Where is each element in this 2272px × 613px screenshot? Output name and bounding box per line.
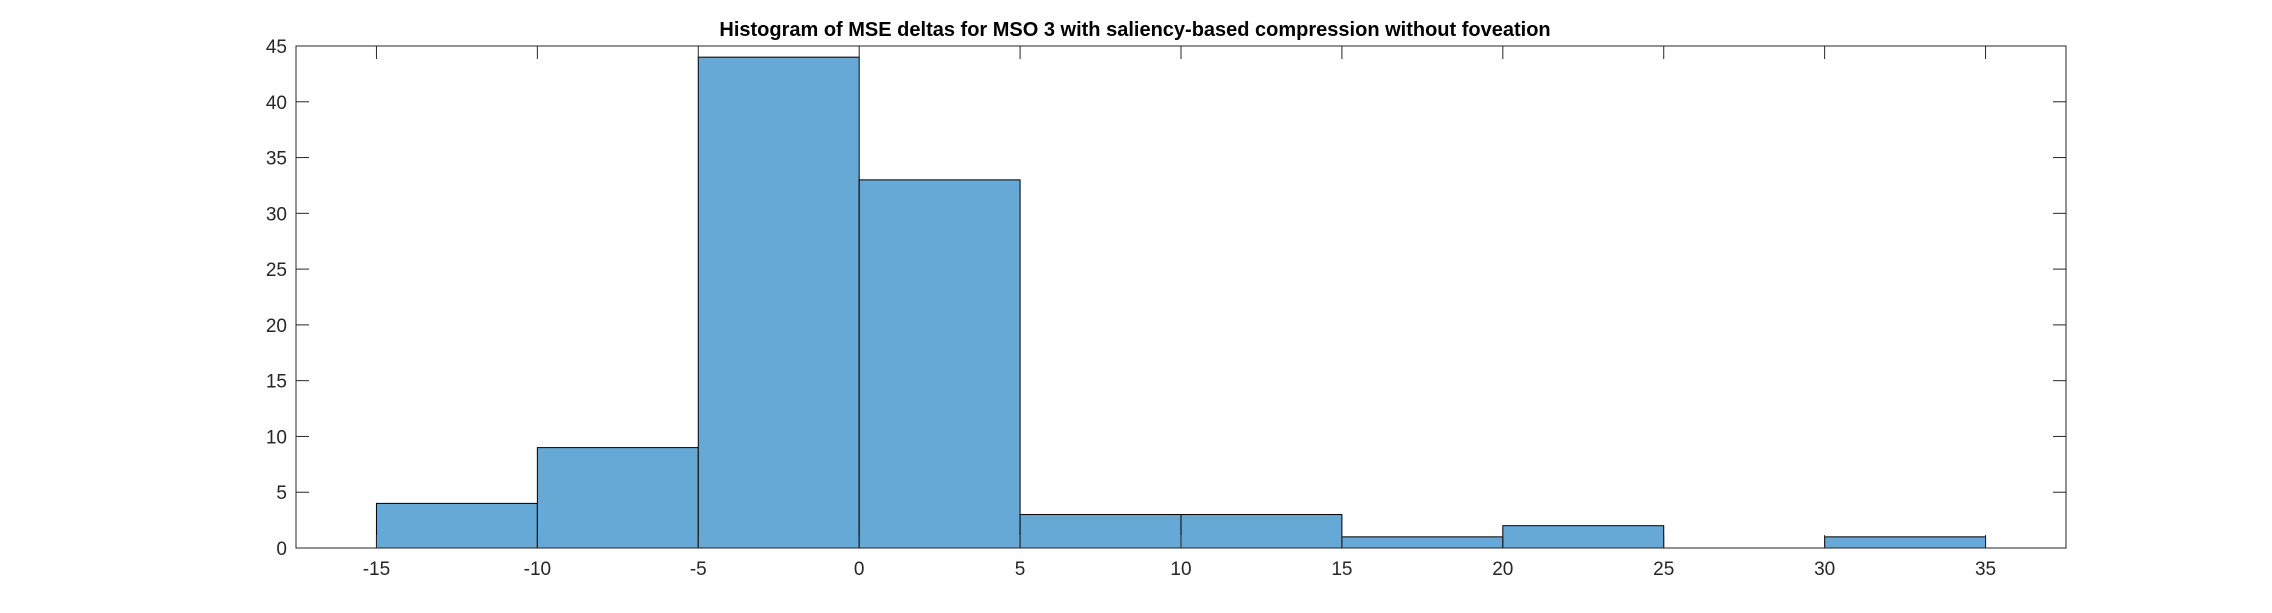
histogram-bar (858, 179, 1021, 549)
x-tick-label: 15 (1331, 559, 1352, 580)
histogram-bar (1341, 536, 1504, 549)
histogram-bar (1502, 525, 1665, 549)
y-tick-label: 10 (266, 427, 287, 448)
chart-title: Histogram of MSE deltas for MSO 3 with s… (719, 19, 1550, 41)
y-tick-label: 40 (266, 93, 287, 114)
x-tick-label: 5 (1015, 559, 1026, 580)
x-tick-label: -10 (524, 559, 551, 580)
y-tick-label: 5 (276, 483, 287, 504)
y-tick-label: 45 (266, 37, 287, 58)
y-tick-label: 25 (266, 260, 287, 281)
y-tick-label: 30 (266, 204, 287, 225)
x-tick-label: 30 (1814, 559, 1835, 580)
x-tick-label: 35 (1975, 559, 1996, 580)
x-tick-label: 10 (1170, 559, 1191, 580)
y-tick-label: 35 (266, 149, 287, 170)
y-tick-label: 0 (276, 539, 287, 560)
histogram-bar (1824, 536, 1987, 549)
histogram-bar (1019, 514, 1182, 549)
histogram-bar (1180, 514, 1343, 549)
histogram-bar (536, 447, 699, 549)
x-tick-label: -5 (690, 559, 707, 580)
y-tick-label: 20 (266, 316, 287, 337)
x-axis-ticks: -15 -10 -5 0 5 10 15 20 25 30 35 (363, 46, 1996, 580)
x-tick-label: 0 (854, 559, 865, 580)
bars-layer (375, 56, 1987, 549)
x-tick-label: 25 (1653, 559, 1674, 580)
y-axis-ticks: 0 5 10 15 20 25 30 35 40 45 (266, 37, 2066, 560)
x-tick-label: -15 (363, 559, 390, 580)
x-tick-label: 20 (1492, 559, 1513, 580)
histogram-bar (375, 502, 538, 549)
y-tick-label: 15 (266, 372, 287, 393)
histogram-bar (697, 56, 860, 549)
